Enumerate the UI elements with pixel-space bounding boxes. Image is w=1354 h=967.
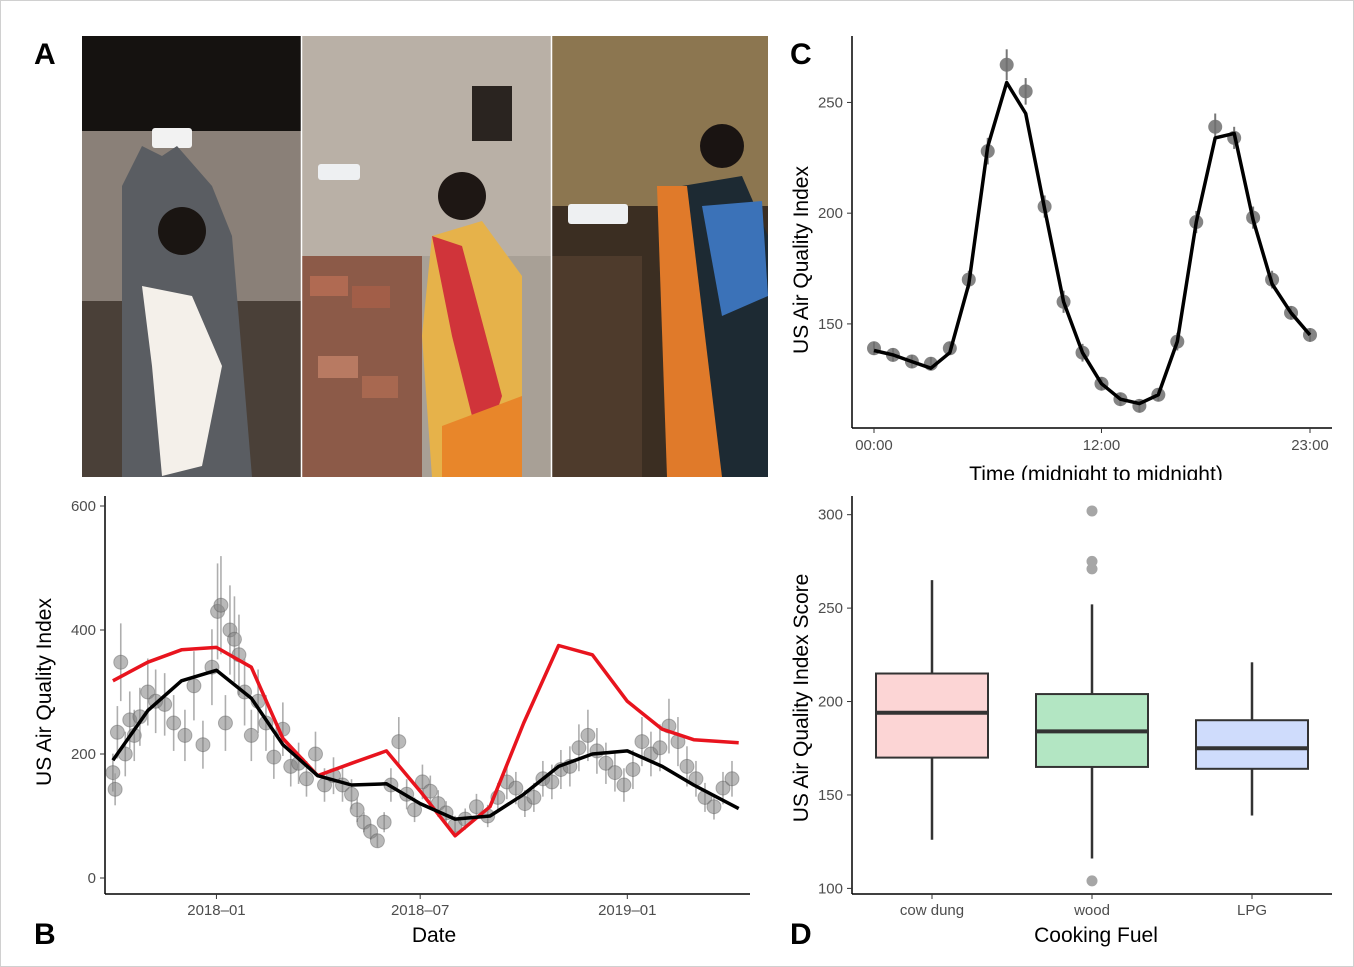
chart-b-point bbox=[724, 771, 740, 787]
chart-b-point bbox=[186, 678, 202, 694]
chart-b-point bbox=[226, 631, 242, 647]
chart-c-xtick-label: 23:00 bbox=[1291, 437, 1329, 454]
chart-b-point bbox=[177, 727, 193, 743]
chart-b-point bbox=[414, 774, 430, 790]
chart-b-point bbox=[526, 789, 542, 805]
chart-b-point bbox=[407, 802, 423, 818]
chart-c-point bbox=[1208, 119, 1223, 134]
chart-c-xtick-label: 00:00 bbox=[855, 437, 893, 454]
chart-b-point bbox=[508, 780, 524, 796]
chart-b-ytick-label: 400 bbox=[71, 622, 96, 639]
chart-b-point bbox=[544, 774, 560, 790]
chart-b-point bbox=[243, 727, 259, 743]
panel-label-c: C bbox=[790, 38, 812, 71]
chart-b-point bbox=[369, 833, 385, 849]
chart-b-point bbox=[652, 740, 668, 756]
chart-d-xtick-label: cow dung bbox=[900, 902, 964, 919]
chart-d-ytick-label: 100 bbox=[818, 880, 843, 897]
chart-c-point bbox=[999, 57, 1014, 72]
chart-c-ytick-label: 200 bbox=[818, 205, 843, 222]
photo-woman-installing-monitor-brick-wall bbox=[302, 36, 551, 477]
chart-b-ytick-label: 200 bbox=[71, 746, 96, 763]
chart-d-ylabel: US Air Quality Index Score bbox=[790, 574, 813, 823]
chart-b-point bbox=[625, 762, 641, 777]
chart-c-point bbox=[1018, 84, 1033, 99]
chart-b-point bbox=[195, 737, 211, 753]
panel-label-b: B bbox=[34, 918, 56, 951]
chart-b-point bbox=[105, 765, 121, 781]
chart-b-point bbox=[109, 724, 125, 740]
chart-b-point bbox=[266, 749, 282, 765]
chart-b-point bbox=[166, 715, 182, 731]
chart-b-point bbox=[715, 780, 731, 796]
chart-b-point bbox=[634, 734, 650, 750]
chart-b-ytick-label: 600 bbox=[71, 498, 96, 515]
chart-d-ytick-label: 300 bbox=[818, 507, 843, 524]
chart-b-point bbox=[113, 654, 129, 670]
photo-man-installing-monitor bbox=[82, 36, 301, 477]
photo-woman-installing-monitor-thatch-roof bbox=[552, 36, 768, 477]
chart-b-point bbox=[298, 771, 314, 787]
chart-b-point bbox=[391, 734, 407, 750]
chart-b-xtick-label: 2018–07 bbox=[391, 902, 449, 919]
chart-b-point bbox=[217, 715, 233, 731]
chart-c-fit-line bbox=[873, 80, 1312, 406]
chart-d-ytick-label: 200 bbox=[818, 694, 843, 711]
chart-b-black-curve bbox=[111, 668, 740, 821]
chart-b-point bbox=[307, 746, 323, 762]
panel-label-d: D bbox=[790, 918, 812, 951]
chart-b-point bbox=[580, 727, 596, 743]
chart-c-ylabel: US Air Quality Index bbox=[790, 166, 813, 354]
chart-b-point bbox=[107, 781, 123, 797]
chart-b-point bbox=[213, 597, 229, 613]
chart-c-xtick-label: 12:00 bbox=[1083, 437, 1121, 454]
chart-b-point bbox=[468, 799, 484, 815]
chart-d-xtick-label: wood bbox=[1073, 902, 1110, 919]
chart-c-ytick-label: 150 bbox=[818, 316, 843, 333]
chart-d-aqi-by-fuel: 100 150 200 250 300 cow dung wood LPG Cooking F… bbox=[790, 496, 1332, 947]
chart-b-xtick-label: 2019–01 bbox=[598, 902, 656, 919]
chart-c-ytick-label: 250 bbox=[818, 94, 843, 111]
chart-b-point bbox=[344, 786, 360, 802]
chart-d-ytick-label: 250 bbox=[818, 600, 843, 617]
chart-d-ytick-label: 150 bbox=[818, 787, 843, 804]
chart-b-point bbox=[598, 755, 614, 771]
photo-strip bbox=[82, 36, 768, 477]
chart-d-box bbox=[875, 672, 989, 759]
chart-b-red-curve bbox=[112, 643, 739, 838]
chart-b-point bbox=[571, 740, 587, 756]
chart-b-point bbox=[376, 814, 392, 830]
chart-d-outlier bbox=[1086, 875, 1098, 887]
chart-b-xtick-label: 2018–01 bbox=[187, 902, 245, 919]
chart-b-point bbox=[422, 783, 438, 799]
chart-b-ytick-label: 0 bbox=[88, 870, 96, 887]
chart-d-box bbox=[1195, 719, 1309, 770]
chart-d-xtick-label: LPG bbox=[1237, 902, 1267, 919]
chart-c-aqi-by-hour: 150 200 250 00:00 12:00 23:00 Time (midnight … bbox=[790, 36, 1332, 480]
chart-b-point bbox=[706, 799, 722, 815]
chart-b-ylabel: US Air Quality Index bbox=[33, 598, 56, 786]
chart-b-point bbox=[679, 758, 695, 774]
chart-b-point bbox=[349, 802, 365, 818]
chart-d-outlier bbox=[1086, 505, 1098, 517]
panel-label-a: A bbox=[34, 38, 56, 71]
chart-b-aqi-by-date: 0 200 400 600 2018–01 2018–07 2019–01 Date US … bbox=[33, 496, 750, 947]
chart-d-outlier bbox=[1086, 555, 1098, 567]
chart-b-point bbox=[616, 777, 632, 793]
chart-c-xlabel: Time (midnight to midnight) bbox=[969, 463, 1223, 480]
chart-b-point bbox=[140, 684, 156, 700]
chart-b-xlabel: Date bbox=[412, 924, 456, 947]
chart-b-point bbox=[607, 765, 623, 781]
chart-d-xlabel: Cooking Fuel bbox=[1034, 924, 1158, 947]
